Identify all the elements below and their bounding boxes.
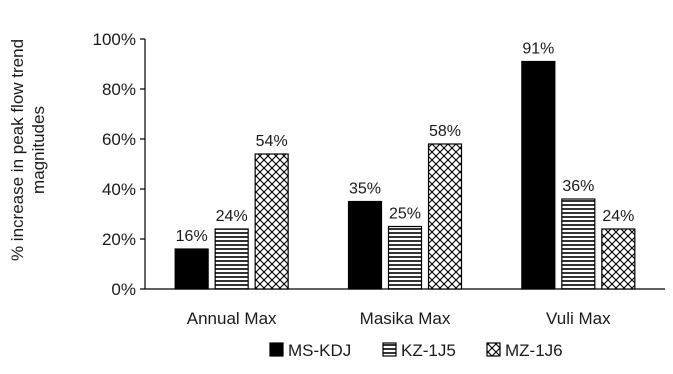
y-tick-label: 60% bbox=[102, 130, 136, 149]
legend-label-mz-1j6: MZ-1J6 bbox=[505, 341, 563, 360]
bar-mz-1j6-annual-max bbox=[254, 153, 289, 290]
y-axis-label-line-1: % increase in peak flow trend bbox=[8, 39, 27, 261]
legend-swatch-kz-1j5 bbox=[382, 342, 397, 357]
y-tick-label: 40% bbox=[102, 180, 136, 199]
bar-kz-1j5-masika-max bbox=[387, 225, 423, 290]
bar-ms-kdj-vuli-max bbox=[521, 60, 556, 290]
data-label: 24% bbox=[216, 208, 248, 225]
legend-label-ms-kdj: MS-KDJ bbox=[288, 341, 351, 360]
y-tick-label: 0% bbox=[111, 280, 136, 299]
y-tick-label: 20% bbox=[102, 230, 136, 249]
data-label: 35% bbox=[349, 181, 381, 198]
y-axis-ticks: 0% 20% 40% 60% 80% 100% bbox=[93, 30, 145, 299]
legend-label-kz-1j5: KZ-1J5 bbox=[401, 341, 456, 360]
bar-ms-kdj-annual-max bbox=[174, 248, 209, 290]
data-label: 36% bbox=[562, 178, 594, 195]
bar-mz-1j6-vuli-max bbox=[601, 228, 636, 290]
data-label: 24% bbox=[602, 208, 634, 225]
x-category-label: Vuli Max bbox=[546, 309, 611, 328]
x-category-label: Masika Max bbox=[360, 309, 451, 328]
legend-swatch-mz-1j6 bbox=[486, 342, 501, 357]
data-label: 58% bbox=[429, 123, 461, 140]
x-axis-categories: Annual Max Masika Max Vuli Max bbox=[187, 309, 611, 328]
bar-mz-1j6-masika-max bbox=[427, 143, 463, 290]
data-label: 91% bbox=[522, 41, 554, 58]
data-label: 16% bbox=[176, 228, 208, 245]
y-tick-label: 80% bbox=[102, 80, 136, 99]
bar-kz-1j5-annual-max bbox=[214, 228, 249, 290]
data-label: 25% bbox=[389, 206, 421, 223]
bar-kz-1j5-vuli-max bbox=[561, 198, 596, 290]
legend-swatch-ms-kdj bbox=[269, 342, 284, 357]
bar-series bbox=[174, 60, 636, 290]
data-labels: 16% 24% 54% 35% 25% 58% 91% 36% 24% bbox=[176, 41, 635, 246]
y-tick-label: 100% bbox=[93, 30, 136, 49]
legend: MS-KDJ KZ-1J5 MZ-1J6 bbox=[269, 341, 563, 360]
y-axis-label-line-2: magnitudes bbox=[29, 106, 48, 194]
data-label: 54% bbox=[256, 133, 288, 150]
x-category-label: Annual Max bbox=[187, 309, 277, 328]
bar-ms-kdj-masika-max bbox=[347, 200, 383, 290]
